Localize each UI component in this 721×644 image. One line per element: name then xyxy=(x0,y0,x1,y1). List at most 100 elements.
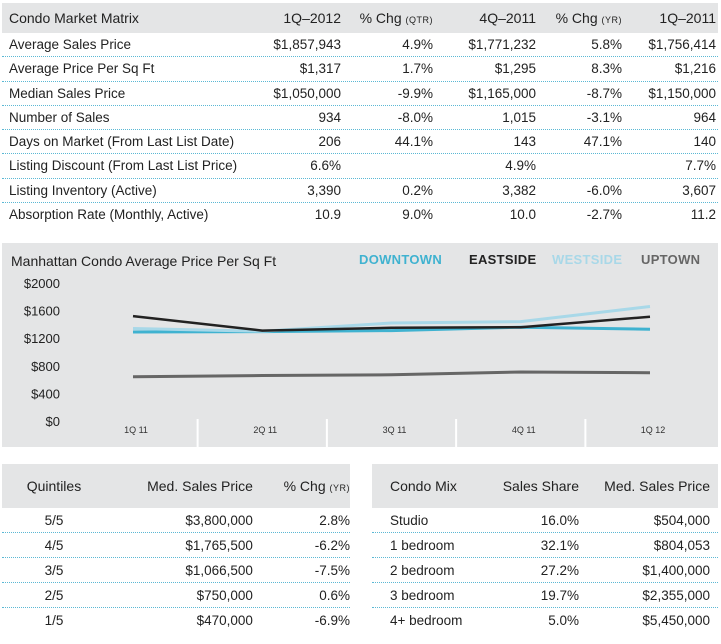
quintile-label: 1/5 xyxy=(44,613,64,628)
metric-label: Average Sales Price xyxy=(9,37,132,53)
chg-yr: -6.0% xyxy=(586,182,622,198)
chg-yr: -2.7% xyxy=(586,207,622,223)
matrix-title: Condo Market Matrix xyxy=(9,10,139,26)
chg-yr: -6.2% xyxy=(314,537,350,553)
series-line-uptown xyxy=(132,370,651,379)
chg-yr: 0.6% xyxy=(319,587,350,603)
med-sales-price: $504,000 xyxy=(653,512,710,528)
matrix-row: Listing Discount (From Last List Price) 6… xyxy=(2,154,718,179)
quintiles-body: 5/5 $3,800,000 2.8% 4/5 $1,765,500 -6.2% 3/5 $1… xyxy=(2,508,350,633)
value-1q2011: 140 xyxy=(693,134,716,150)
value-1q2012: $1,857,943 xyxy=(273,37,341,53)
sales-share: 5.0% xyxy=(548,613,579,628)
matrix-row: Listing Inventory (Active) 3,390 0.2% 3,382… xyxy=(2,179,718,203)
matrix-body: Average Sales Price $1,857,943 4.9% $1,771,… xyxy=(2,33,718,227)
unit-type: 2 bedroom xyxy=(390,562,455,578)
quintile-row: 2/5 $750,000 0.6% xyxy=(2,583,350,608)
value-1q2012: 934 xyxy=(318,109,341,125)
value-4q2011: $1,165,000 xyxy=(468,85,536,101)
med-sales-price: $2,355,000 xyxy=(642,587,710,603)
unit-type: 4+ bedroom xyxy=(390,613,463,628)
matrix-row: Average Price Per Sq Ft $1,317 1.7% $1,295 8… xyxy=(2,57,718,82)
matrix-row: Days on Market (From Last List Date) 206 4… xyxy=(2,130,718,155)
quintile-label: 3/5 xyxy=(44,562,64,578)
legend-eastside: EASTSIDE xyxy=(469,252,537,267)
value-1q2011: $1,150,000 xyxy=(648,85,716,101)
mix-row: 1 bedroom 32.1% $804,053 xyxy=(372,533,718,558)
value-1q2012: $1,317 xyxy=(299,61,341,77)
unit-type: 1 bedroom xyxy=(390,537,455,553)
x-tick-label: 1Q 12 xyxy=(641,425,666,435)
value-4q2011: 143 xyxy=(513,134,536,150)
value-4q2011: $1,295 xyxy=(494,61,536,77)
metric-label: Listing Inventory (Active) xyxy=(9,182,157,198)
quintiles-header-row: Quintiles Med. Sales Price % Chg (YR) xyxy=(2,464,350,508)
chg-yr: 2.8% xyxy=(319,512,350,528)
x-tick-label: 3Q 11 xyxy=(383,425,407,435)
y-tick-label: $400 xyxy=(31,386,60,401)
x-tick-label: 2Q 11 xyxy=(253,425,277,435)
yr-label: (YR) xyxy=(329,483,350,493)
metric-label: Listing Discount (From Last List Price) xyxy=(9,158,238,174)
legend-downtown: DOWNTOWN xyxy=(359,252,443,267)
value-1q2012: $1,050,000 xyxy=(273,85,341,101)
quintile-label: 2/5 xyxy=(44,587,64,603)
quintiles-header: Quintiles xyxy=(26,478,82,494)
chg-label: % Chg xyxy=(283,478,330,494)
y-tick-label: $1600 xyxy=(24,304,60,319)
yr-label: (YR) xyxy=(601,15,622,25)
quintile-label: 4/5 xyxy=(44,537,64,553)
metric-label: Days on Market (From Last List Date) xyxy=(9,134,235,150)
matrix-row: Number of Sales 934 -8.0% 1,015 -3.1% 964 xyxy=(2,106,718,130)
med-sales-price: $470,000 xyxy=(196,613,253,628)
value-1q2011: $1,216 xyxy=(674,61,716,77)
value-4q2011: 1,015 xyxy=(502,109,536,125)
value-1q2011: 11.2 xyxy=(690,207,716,223)
value-1q2011: 964 xyxy=(693,109,716,125)
chg-qtr: -9.9% xyxy=(397,85,433,101)
chg-qtr: 44.1% xyxy=(394,134,433,150)
legend-uptown: UPTOWN xyxy=(641,252,701,267)
condo-mix-header: Condo Mix xyxy=(390,478,457,494)
metric-label: Median Sales Price xyxy=(9,85,126,101)
med-sales-price: $1,400,000 xyxy=(642,562,710,578)
col-header-4q2011: 4Q–2011 xyxy=(479,10,536,26)
col-header-1q2011: 1Q–2011 xyxy=(659,10,716,26)
sales-share: 32.1% xyxy=(540,537,579,553)
quintiles-table: Quintiles Med. Sales Price % Chg (YR) 5/… xyxy=(2,464,350,635)
value-1q2012: 206 xyxy=(318,134,341,150)
chg-yr: 8.3% xyxy=(591,61,622,77)
mix-header-row: Condo Mix Sales Share Med. Sales Price xyxy=(372,464,718,508)
quintile-row: 3/5 $1,066,500 -7.5% xyxy=(2,558,350,583)
value-1q2011: $1,756,414 xyxy=(648,37,716,53)
legend-westside: WESTSIDE xyxy=(552,252,623,267)
col-header-1q2012: 1Q–2012 xyxy=(283,10,341,26)
y-tick-label: $800 xyxy=(31,359,60,374)
quintile-row: 1/5 $470,000 -6.9% xyxy=(2,608,350,633)
x-tick-label: 4Q 11 xyxy=(512,425,536,435)
chg-qtr: 0.2% xyxy=(402,182,433,198)
col-header-chg-qtr: % Chg (QTR) xyxy=(341,10,433,26)
chg-yr: -7.5% xyxy=(314,562,350,578)
value-1q2011: 7.7% xyxy=(685,158,716,174)
unit-type: 3 bedroom xyxy=(390,587,455,603)
chg-yr: -6.9% xyxy=(314,613,350,628)
value-4q2011: 3,382 xyxy=(502,182,536,198)
chg-qtr: 1.7% xyxy=(402,61,433,77)
mix-row: 4+ bedroom 5.0% $5,450,000 xyxy=(372,608,718,633)
med-sales-price: $1,066,500 xyxy=(185,562,253,578)
value-1q2012: 10.9 xyxy=(314,207,341,223)
chg-yr: -8.7% xyxy=(586,85,622,101)
chg-yr: 47.1% xyxy=(583,134,622,150)
y-tick-label: $1200 xyxy=(24,331,60,346)
x-tick-label: 1Q 11 xyxy=(124,425,148,435)
value-1q2012: 3,390 xyxy=(307,182,341,198)
matrix-row: Absorption Rate (Monthly, Active) 10.9 9.0… xyxy=(2,203,718,227)
market-matrix-table: Condo Market Matrix 1Q–2012 % Chg (QTR) … xyxy=(2,3,718,227)
chg-qtr: 9.0% xyxy=(402,207,433,223)
chg-yr: 5.8% xyxy=(591,37,622,53)
chg-label: % Chg xyxy=(359,10,406,26)
metric-label: Average Price Per Sq Ft xyxy=(9,61,155,77)
unit-type: Studio xyxy=(390,512,429,528)
value-1q2012: 6.6% xyxy=(310,158,341,174)
